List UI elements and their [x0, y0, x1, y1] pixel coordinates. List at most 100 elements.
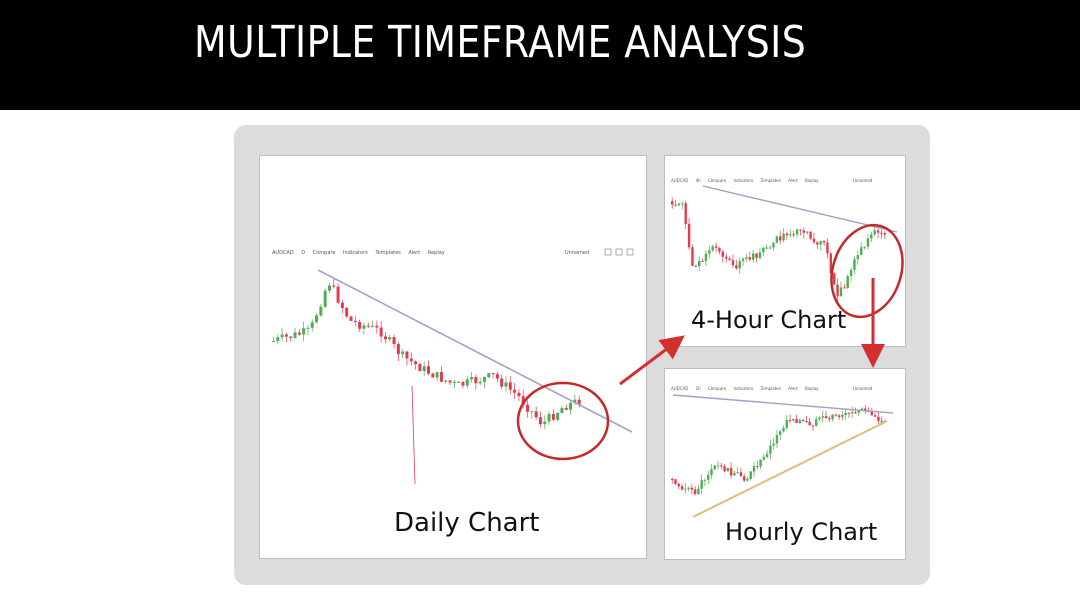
candle-body — [297, 332, 301, 335]
candle-body — [809, 231, 812, 239]
candle-body — [693, 489, 697, 495]
candle-body — [388, 337, 392, 340]
alert-button[interactable]: Alert — [788, 386, 798, 391]
candle-body — [713, 465, 716, 470]
alert-button[interactable]: Alert — [408, 250, 421, 256]
candle-body — [687, 223, 691, 248]
candle-body — [768, 247, 772, 249]
candle-body — [743, 476, 746, 481]
candle-body — [409, 358, 413, 362]
candle-body — [728, 258, 731, 261]
layout-name[interactable]: Unnamed — [853, 386, 873, 391]
candle-body — [439, 372, 443, 382]
candle-body — [405, 351, 409, 359]
symbol-label[interactable]: AUDCAD — [272, 250, 294, 256]
candle-body — [366, 325, 370, 327]
candle-body — [723, 466, 726, 472]
candle-body — [745, 257, 748, 259]
replay-button[interactable]: Replay — [804, 178, 819, 183]
candle-body — [482, 377, 486, 382]
candle-body — [788, 420, 792, 422]
candle-body — [707, 475, 710, 480]
candle-body — [470, 377, 474, 380]
compare-button[interactable]: Compare — [708, 178, 727, 183]
candle-body — [785, 233, 789, 236]
candle-body — [799, 229, 802, 231]
candle-body — [703, 479, 707, 481]
candle-body — [755, 253, 758, 258]
candle-body — [758, 252, 762, 258]
candle-body — [854, 412, 857, 414]
candle-body — [577, 399, 581, 406]
templates-button[interactable]: Templates — [375, 250, 401, 256]
candle-body — [731, 260, 735, 266]
candle-body — [789, 234, 792, 236]
candle-body — [332, 285, 336, 287]
layout-name[interactable]: Unnamed — [853, 178, 873, 183]
candle-body — [716, 465, 720, 467]
compare-button[interactable]: Compare — [312, 250, 336, 256]
candle-body — [779, 431, 782, 435]
interval-label[interactable]: 4h — [695, 178, 701, 183]
candle-body — [736, 472, 739, 474]
candle-body — [802, 230, 806, 233]
interval-label[interactable]: 1h — [695, 386, 701, 391]
candle-body — [762, 247, 765, 253]
candle-body — [521, 396, 525, 405]
indicators-button[interactable]: Indicators — [733, 386, 754, 391]
hourly-toolbar: AUDCAD 1h Compare Indicators Templates A… — [671, 386, 824, 391]
candle-body — [422, 366, 426, 372]
daily-toolbar: AUDCAD D Compare Indicators Templates Al… — [272, 250, 451, 256]
candle-body — [779, 236, 782, 241]
replay-button[interactable]: Replay — [427, 250, 445, 256]
candle-body — [340, 302, 344, 308]
candle-body — [392, 337, 396, 344]
candle-body — [752, 253, 755, 260]
candle-body — [880, 232, 883, 234]
symbol-label[interactable]: AUDCAD — [671, 386, 689, 391]
indicators-button[interactable]: Indicators — [733, 178, 754, 183]
templates-button[interactable]: Templates — [760, 178, 781, 183]
candle-body — [821, 416, 824, 418]
candle-body — [812, 238, 816, 243]
candle-body — [681, 203, 684, 205]
layout-name[interactable]: Unnamed — [565, 250, 590, 256]
candle-body — [698, 260, 701, 267]
candle-body — [805, 421, 808, 423]
symbol-label[interactable]: AUDCAD — [671, 178, 689, 183]
candle-body — [765, 453, 769, 457]
candle-body — [461, 381, 465, 386]
candle-body — [752, 466, 756, 472]
candle-body — [306, 327, 310, 329]
templates-button[interactable]: Templates — [760, 386, 781, 391]
candle-body — [844, 412, 847, 415]
candle-body — [280, 334, 284, 338]
trendline — [702, 185, 898, 233]
replay-button[interactable]: Replay — [804, 386, 819, 391]
candle-body — [349, 316, 353, 321]
candle-body — [418, 364, 422, 372]
candle-body — [837, 415, 841, 418]
candle-body — [866, 238, 870, 247]
candle-body — [710, 469, 713, 476]
candle-body — [353, 320, 357, 322]
compare-button[interactable]: Compare — [708, 386, 727, 391]
candle-body — [826, 242, 829, 254]
four-hour-toolbar: AUDCAD 4h Compare Indicators Templates A… — [671, 178, 824, 183]
interval-label[interactable]: D — [301, 250, 306, 256]
candle-body — [431, 373, 435, 378]
candle-body — [870, 411, 874, 416]
candle-body — [860, 408, 864, 411]
hourly-price-chart — [671, 394, 894, 518]
candle-body — [741, 258, 745, 261]
candle-body — [733, 473, 736, 476]
candle-body — [729, 467, 733, 476]
candle-body — [853, 259, 856, 270]
candle-body — [401, 351, 405, 355]
candle-body — [293, 332, 297, 338]
indicators-button[interactable]: Indicators — [343, 250, 368, 256]
candle-body — [427, 366, 430, 374]
alert-button[interactable]: Alert — [788, 178, 798, 183]
candle-body — [818, 417, 821, 420]
candle-body — [704, 253, 708, 261]
